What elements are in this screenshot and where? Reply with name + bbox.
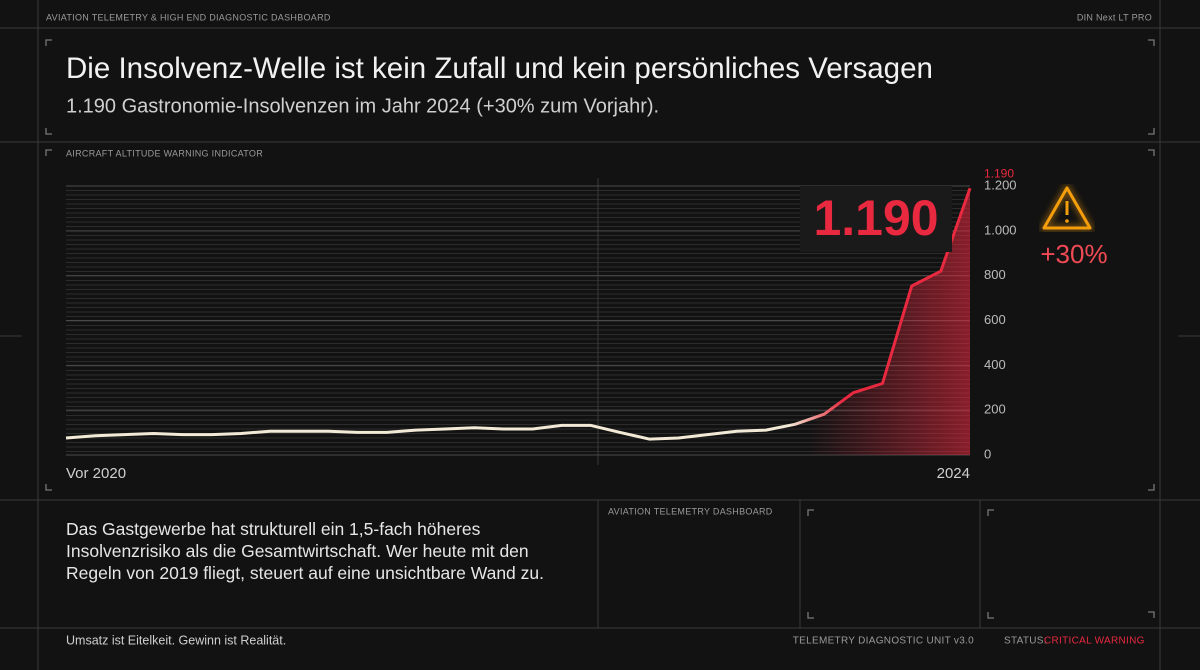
x-tick-label: 2024 [937,465,970,482]
footer-left: Umsatz ist Eitelkeit. Gewinn ist Realitä… [66,633,286,647]
subtitle: 1.190 Gastronomie-Insolvenzen im Jahr 20… [66,95,659,117]
line [65,187,972,441]
y-tick-label: 0 [984,446,991,461]
panel-label: AVIATION TELEMETRY DASHBOARD [608,506,773,516]
value-label: 1.190 [984,166,1014,180]
big-value: 1.190 [813,190,938,246]
body-text: Das Gastgewerbe hat strukturell ein 1,5-… [66,519,544,583]
top-left-label: AVIATION TELEMETRY & HIGH END DIAGNOSTIC… [46,12,331,22]
top-right-label: DIN Next LT PRO [1077,12,1152,22]
warning-icon [1040,184,1094,232]
x-tick-label: Vor 2020 [66,465,126,482]
panel-label: AIRCRAFT ALTITUDE WARNING INDICATOR [66,148,263,158]
y-tick-label: 400 [984,357,1006,372]
callout-box [800,186,952,252]
y-tick-label: 600 [984,312,1006,327]
status-value: CRITICAL WARNING [1044,636,1145,647]
status-label: STATUS: [1004,636,1047,647]
title: Die Insolvenz-Welle ist kein Zufall und … [66,52,933,85]
y-tick-label: 800 [984,267,1006,282]
change-label: +30% [1040,239,1107,269]
y-tick-label: 1.000 [984,222,1017,237]
area [66,188,970,455]
y-tick-label: 1.200 [984,177,1017,192]
footer-unit: TELEMETRY DIAGNOSTIC UNIT v3.0 [793,636,974,647]
y-tick-label: 200 [984,402,1006,417]
